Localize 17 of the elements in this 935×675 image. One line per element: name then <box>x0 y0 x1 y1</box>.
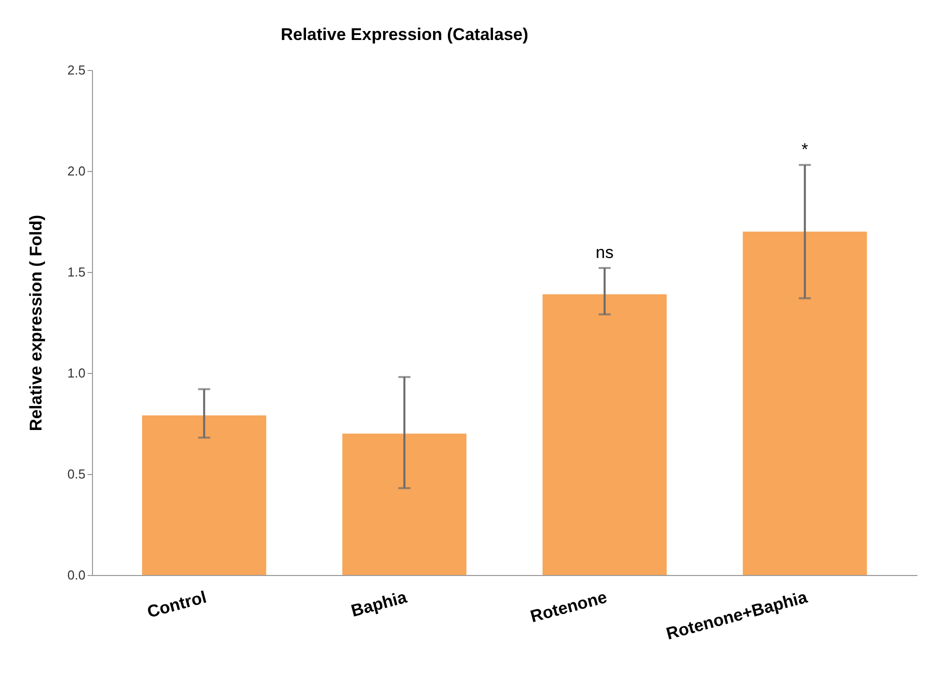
y-tick-label: 0.5 <box>67 466 86 482</box>
y-axis-title: Relative expression ( Fold) <box>26 214 46 432</box>
bar <box>342 434 466 575</box>
bar <box>742 232 867 575</box>
bar <box>542 294 667 575</box>
y-tick-label: 2.0 <box>67 164 86 178</box>
bar <box>142 415 266 575</box>
y-tick-label: 1.5 <box>67 264 86 280</box>
y-tick-label: 0.0 <box>67 568 86 582</box>
x-tick-label: Baphia <box>349 587 410 621</box>
y-tick-label: 2.5 <box>67 62 86 78</box>
annotation: * <box>802 140 809 159</box>
y-tick-label: 1.0 <box>67 366 86 380</box>
annotation: ns <box>596 242 614 262</box>
x-tick-label: Rotenone <box>528 588 610 626</box>
chart-title: Relative Expression (Catalase) <box>280 25 528 44</box>
x-tick-label: Control <box>145 588 209 622</box>
